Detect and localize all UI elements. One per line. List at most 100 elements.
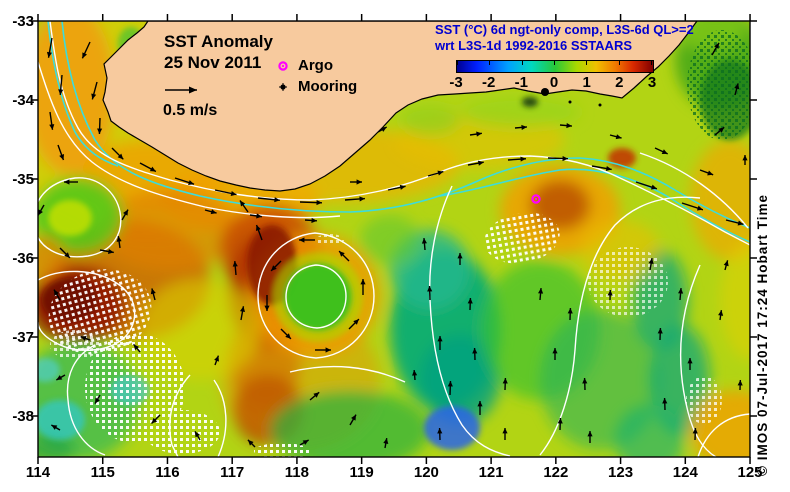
colorbar-tick [554, 61, 555, 65]
current-arrow [94, 394, 101, 405]
colorbar-tick [618, 61, 620, 65]
current-arrow [507, 156, 527, 162]
current-arrow [299, 200, 323, 206]
current-arrow [711, 42, 720, 56]
current-arrow [547, 155, 569, 162]
colorbar-tick-label: -3 [449, 74, 463, 91]
current-arrow [239, 306, 246, 321]
current-arrow [360, 279, 366, 295]
colorbar-tick [586, 61, 588, 65]
current-arrow [150, 288, 156, 301]
current-arrow [514, 124, 528, 130]
current-arrow [681, 202, 704, 211]
current-arrow [692, 427, 698, 441]
argo-legend-label: Argo [298, 57, 333, 74]
current-arrow [309, 391, 320, 401]
current-arrow [270, 260, 282, 272]
x-axis-tick-label: 115 [90, 464, 115, 481]
argo-float-marker [531, 194, 541, 204]
y-axis-tick-label: -38 [12, 408, 34, 425]
x-axis-tick-label: 117 [220, 464, 245, 481]
current-arrow [174, 177, 195, 185]
island [568, 100, 572, 104]
current-arrow [194, 430, 201, 441]
current-arrow [557, 417, 563, 431]
current-arrow [437, 427, 443, 441]
current-arrow [111, 147, 124, 160]
velocity-scale-label: 0.5 m/s [163, 102, 218, 119]
current-arrow [737, 379, 743, 391]
current-arrow [344, 196, 366, 202]
current-arrow [552, 348, 558, 360]
current-arrow [97, 117, 103, 135]
date-label: 25 Nov 2011 [164, 53, 262, 72]
current-arrow [116, 236, 122, 249]
page-title: SST Anomaly [164, 32, 273, 51]
current-arrow [247, 439, 256, 448]
axis-ticks [31, 14, 757, 464]
current-arrow [80, 335, 91, 341]
current-arrow [99, 248, 114, 255]
current-arrow [121, 209, 129, 221]
current-arrow [249, 213, 262, 219]
current-arrow [427, 170, 444, 177]
current-arrow [50, 424, 61, 431]
colorbar-tick [521, 61, 523, 65]
y-axis-tick-label: -36 [12, 250, 34, 267]
colorbar-tick-label: -2 [481, 74, 496, 91]
y-axis-tick-label: -34 [12, 92, 34, 109]
current-arrow [49, 111, 55, 130]
sst-anomaly-field [38, 21, 750, 457]
current-arrow [678, 287, 684, 301]
current-arrow [232, 260, 238, 276]
current-arrows [38, 37, 748, 449]
current-arrow [57, 144, 65, 161]
current-arrow [648, 258, 654, 271]
current-arrow [427, 285, 433, 301]
current-arrow [742, 155, 748, 165]
colorbar-tick-label: 2 [615, 74, 624, 91]
mooring-legend-icon [279, 83, 287, 91]
current-arrow [383, 438, 389, 449]
current-arrow [567, 307, 573, 321]
current-arrow [609, 134, 622, 140]
colorbar-tick-label: 0 [549, 74, 559, 91]
mooring-marker [541, 88, 549, 96]
current-arrow [46, 37, 53, 58]
current-arrow [338, 250, 350, 262]
current-arrow [58, 74, 64, 95]
y-axis-tick-label: -37 [12, 329, 34, 346]
current-arrow [469, 131, 482, 137]
current-arrow [239, 200, 249, 213]
colorbar-tick-label: -1 [514, 74, 528, 91]
current-arrow [257, 197, 280, 203]
current-arrow [477, 401, 483, 415]
colorbar-tick-label: 1 [582, 74, 591, 91]
current-arrow [587, 431, 593, 443]
x-axis-tick-label: 118 [284, 464, 309, 481]
x-axis-tick-label: 120 [413, 464, 439, 481]
current-arrow [687, 358, 693, 370]
current-arrow [139, 162, 157, 173]
current-arrow [412, 369, 418, 381]
product-subtitle-line2: wrt L3S-1d 1992-2016 SSTAARS [435, 38, 632, 53]
ssh-contours [38, 21, 750, 457]
x-axis-tick-label: 122 [543, 464, 569, 481]
current-arrow [151, 414, 161, 424]
current-arrow [264, 295, 270, 311]
current-arrow [725, 219, 744, 226]
current-arrow [421, 237, 427, 251]
x-axis-tick-label: 114 [25, 464, 51, 481]
current-arrow [607, 289, 613, 301]
current-arrow [734, 83, 740, 96]
colorbar-tick-label: 3 [647, 74, 657, 91]
current-arrow [467, 297, 473, 311]
y-axis-tick-label: -35 [12, 171, 34, 188]
current-arrow [591, 165, 612, 172]
current-arrow [502, 377, 508, 391]
x-axis-tick-label: 119 [349, 464, 374, 481]
x-axis-tick-label: 124 [672, 464, 698, 481]
current-arrow [304, 217, 318, 224]
current-arrow [699, 169, 714, 176]
